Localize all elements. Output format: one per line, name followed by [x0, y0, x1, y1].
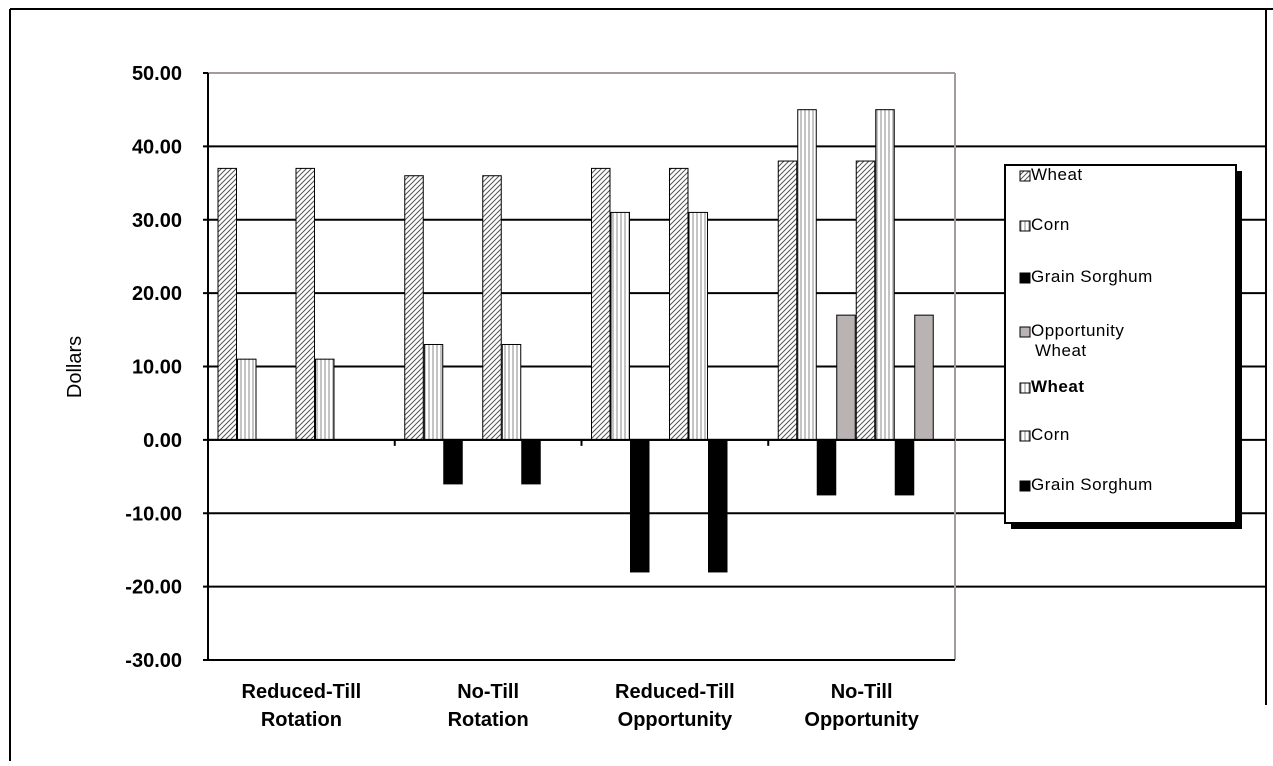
bar — [777, 160, 798, 441]
bar — [669, 167, 689, 441]
bar — [315, 358, 335, 441]
bar — [836, 314, 856, 441]
bar — [521, 439, 541, 485]
x-category-label: Opportunity — [804, 709, 919, 731]
legend-swatch — [1019, 326, 1031, 338]
bar — [855, 160, 876, 441]
bar — [630, 439, 650, 573]
axes — [207, 72, 956, 661]
bar — [237, 358, 257, 441]
x-category-label: Rotation — [261, 709, 342, 731]
bar — [914, 314, 934, 441]
legend-swatch — [1019, 480, 1031, 492]
bar — [688, 211, 708, 441]
legend-swatch — [1019, 170, 1031, 182]
x-category-label: Rotation — [448, 709, 529, 731]
bar — [295, 167, 315, 441]
bar — [501, 343, 522, 441]
bar — [708, 439, 728, 573]
bar — [404, 175, 424, 441]
legend-swatch — [1019, 272, 1031, 284]
x-category-label: Opportunity — [618, 709, 733, 731]
y-tick-label: -20.00 — [125, 577, 182, 599]
x-axis-category-labels: Reduced-Till Rotation No-Till Rotation Reduc… — [242, 681, 920, 731]
x-category-label: No-Till — [457, 681, 519, 703]
legend-swatch — [1019, 220, 1031, 232]
y-tick-label: 0.00 — [143, 430, 182, 452]
bar — [816, 439, 837, 496]
bars — [217, 109, 934, 573]
bar — [875, 109, 895, 441]
legend-swatch — [1019, 382, 1031, 394]
legend-label: Corn — [1031, 215, 1070, 234]
y-tick-label: 10.00 — [132, 357, 182, 379]
y-tick-label: 40.00 — [132, 136, 182, 158]
legend-label: Opportunity — [1031, 321, 1124, 340]
legend-label: Wheat — [1031, 377, 1085, 396]
y-tick-label: -30.00 — [125, 650, 182, 672]
bar — [610, 211, 630, 441]
legend-label: Wheat — [1035, 341, 1087, 360]
x-category-label: Reduced-Till — [242, 681, 362, 703]
legend-label: Wheat — [1031, 165, 1083, 184]
bar — [217, 167, 237, 441]
y-tick-label: 20.00 — [132, 283, 182, 305]
legend-swatch — [1019, 430, 1031, 442]
y-axis-title: Dollars — [64, 336, 86, 398]
y-tick-label: 50.00 — [132, 63, 182, 85]
x-category-label: No-Till — [831, 681, 893, 703]
bar — [423, 343, 444, 441]
legend-label: Grain Sorghum — [1031, 475, 1153, 494]
bar — [482, 175, 502, 441]
y-tick-label: -10.00 — [125, 503, 182, 525]
bar — [443, 439, 463, 485]
bar — [797, 109, 817, 441]
legend-label: Corn — [1031, 425, 1070, 444]
x-category-label: Reduced-Till — [615, 681, 735, 703]
bar — [894, 439, 915, 496]
y-axis-tick-labels: 50.00 40.00 30.00 20.00 10.00 0.00 -10.00 -20.0… — [125, 63, 182, 672]
legend-box — [1004, 164, 1237, 524]
bar — [591, 167, 611, 441]
y-tick-label: 30.00 — [132, 210, 182, 232]
legend-label: Grain Sorghum — [1031, 267, 1153, 286]
